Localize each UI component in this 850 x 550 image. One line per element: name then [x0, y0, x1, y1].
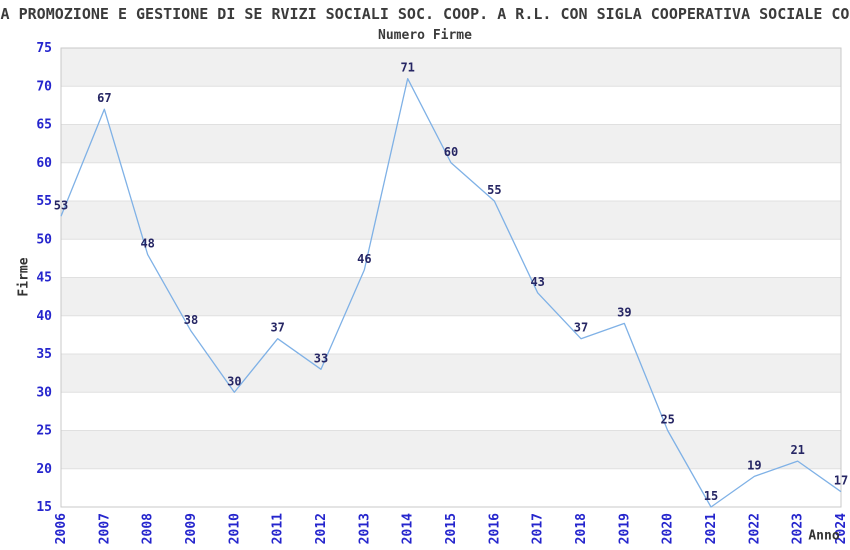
- x-tick-label: 2020: [661, 513, 676, 544]
- data-point-label: 17: [834, 474, 848, 488]
- y-tick-label: 45: [36, 271, 52, 286]
- data-point-label: 25: [660, 413, 674, 427]
- data-point-label: 33: [314, 351, 328, 365]
- data-point-label: 37: [574, 321, 588, 335]
- x-tick-label: 2010: [227, 513, 242, 544]
- x-tick-label: 2021: [704, 513, 719, 544]
- x-tick-label: 2009: [184, 513, 199, 544]
- chart-subtitle: Numero Firme: [378, 28, 472, 43]
- y-tick-label: 25: [36, 424, 52, 439]
- y-tick-label: 55: [36, 194, 52, 209]
- y-tick-label: 75: [36, 41, 52, 56]
- y-tick-label: 40: [36, 309, 52, 324]
- series-line: [60, 77, 842, 508]
- data-point-label: 43: [530, 275, 544, 289]
- x-tick-label: 2011: [271, 513, 286, 544]
- x-axis-title: Anno: [808, 528, 840, 544]
- plot-band: [61, 124, 841, 163]
- data-point-label: 71: [400, 61, 414, 75]
- data-point-label: 60: [444, 145, 458, 159]
- data-point-label: 30: [227, 374, 241, 388]
- data-point-label: 39: [617, 305, 631, 319]
- data-point-label: 15: [704, 489, 718, 503]
- x-tick-label: 2018: [574, 513, 589, 544]
- y-tick-label: 15: [36, 500, 52, 515]
- y-tick-label: 20: [36, 462, 52, 477]
- y-axis-title: Firme: [16, 257, 32, 297]
- x-tick-label: 2006: [54, 513, 69, 544]
- data-point-label: 21: [790, 443, 804, 457]
- data-point-label: 67: [97, 91, 111, 105]
- x-tick-label: 2015: [444, 513, 459, 544]
- x-tick-label: 2008: [141, 513, 156, 544]
- plot-band: [61, 354, 841, 393]
- data-point-label: 53: [54, 198, 68, 212]
- plot-band: [61, 430, 841, 469]
- x-tick-label: 2022: [747, 513, 762, 544]
- plot-band: [61, 201, 841, 240]
- x-tick-label: 2023: [791, 513, 806, 544]
- y-tick-label: 50: [36, 232, 52, 247]
- y-tick-label: 35: [36, 347, 52, 362]
- data-point-label: 55: [487, 183, 501, 197]
- x-tick-label: 2024: [834, 513, 849, 544]
- plot-band: [61, 48, 841, 87]
- plot-band: [61, 277, 841, 316]
- x-tick-label: 2012: [314, 513, 329, 544]
- data-point-label: 46: [357, 252, 371, 266]
- x-tick-label: 2014: [401, 513, 416, 544]
- data-point-label: 37: [270, 321, 284, 335]
- data-point-label: 19: [747, 458, 761, 472]
- x-tick-label: 2016: [487, 513, 502, 544]
- data-point-label: 38: [184, 313, 198, 327]
- x-tick-label: 2007: [97, 513, 112, 544]
- x-tick-label: 2019: [617, 513, 632, 544]
- chart-title: A PROMOZIONE E GESTIONE DI SE RVIZI SOCI…: [0, 5, 850, 23]
- x-tick-label: 2017: [531, 513, 546, 544]
- y-tick-label: 70: [36, 79, 52, 94]
- x-tick-label: 2013: [357, 513, 372, 544]
- plot-border: [60, 47, 842, 508]
- y-tick-label: 65: [36, 118, 52, 133]
- data-point-label: 48: [140, 237, 154, 251]
- y-tick-label: 30: [36, 385, 52, 400]
- y-tick-label: 60: [36, 156, 52, 171]
